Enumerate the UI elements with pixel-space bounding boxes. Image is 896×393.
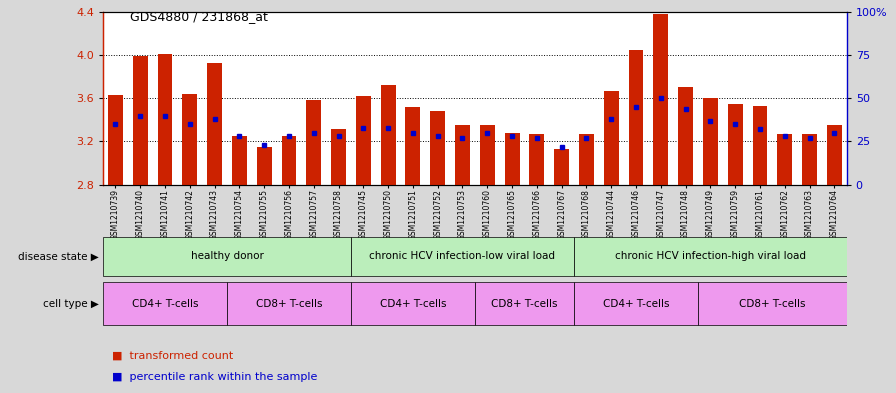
Text: cell type ▶: cell type ▶	[43, 299, 99, 309]
Bar	[574, 282, 698, 325]
Bar	[183, 94, 197, 185]
Bar	[504, 133, 520, 185]
Bar	[207, 62, 222, 185]
Bar	[475, 282, 574, 325]
Text: healthy donor: healthy donor	[191, 252, 263, 261]
Text: ■  percentile rank within the sample: ■ percentile rank within the sample	[112, 372, 317, 382]
Bar	[381, 85, 395, 185]
Bar	[257, 147, 271, 185]
Bar	[332, 129, 346, 185]
Bar	[406, 107, 420, 185]
Bar	[579, 134, 594, 185]
Bar	[728, 104, 743, 185]
Bar	[703, 98, 718, 185]
Bar	[530, 134, 544, 185]
Bar	[103, 282, 227, 325]
Bar	[103, 237, 351, 276]
Bar	[678, 87, 693, 185]
Bar	[753, 106, 767, 185]
Text: CD8+ T-cells: CD8+ T-cells	[491, 299, 557, 309]
Bar	[778, 134, 792, 185]
Text: ■  transformed count: ■ transformed count	[112, 351, 233, 361]
Bar	[232, 136, 246, 185]
Bar	[351, 282, 475, 325]
Bar	[133, 56, 148, 185]
Text: CD4+ T-cells: CD4+ T-cells	[132, 299, 198, 309]
Bar	[574, 237, 847, 276]
Bar	[698, 282, 847, 325]
Bar	[555, 149, 569, 185]
Bar	[480, 125, 495, 185]
Bar	[430, 111, 445, 185]
Bar	[802, 134, 817, 185]
Text: CD8+ T-cells: CD8+ T-cells	[255, 299, 323, 309]
Bar	[604, 91, 618, 185]
Text: CD4+ T-cells: CD4+ T-cells	[380, 299, 446, 309]
Bar	[227, 282, 351, 325]
Bar	[455, 125, 470, 185]
Bar	[281, 136, 297, 185]
Text: chronic HCV infection-low viral load: chronic HCV infection-low viral load	[369, 252, 556, 261]
Bar	[306, 100, 321, 185]
Text: GDS4880 / 231868_at: GDS4880 / 231868_at	[130, 10, 268, 23]
Bar	[356, 96, 371, 185]
Bar	[653, 14, 668, 185]
Bar	[827, 125, 841, 185]
Text: CD8+ T-cells: CD8+ T-cells	[739, 299, 806, 309]
Bar	[351, 237, 574, 276]
Bar	[158, 54, 172, 185]
Text: chronic HCV infection-high viral load: chronic HCV infection-high viral load	[615, 252, 806, 261]
Text: CD4+ T-cells: CD4+ T-cells	[603, 299, 669, 309]
Text: disease state ▶: disease state ▶	[18, 252, 99, 261]
Bar	[108, 95, 123, 185]
Bar	[629, 50, 643, 185]
